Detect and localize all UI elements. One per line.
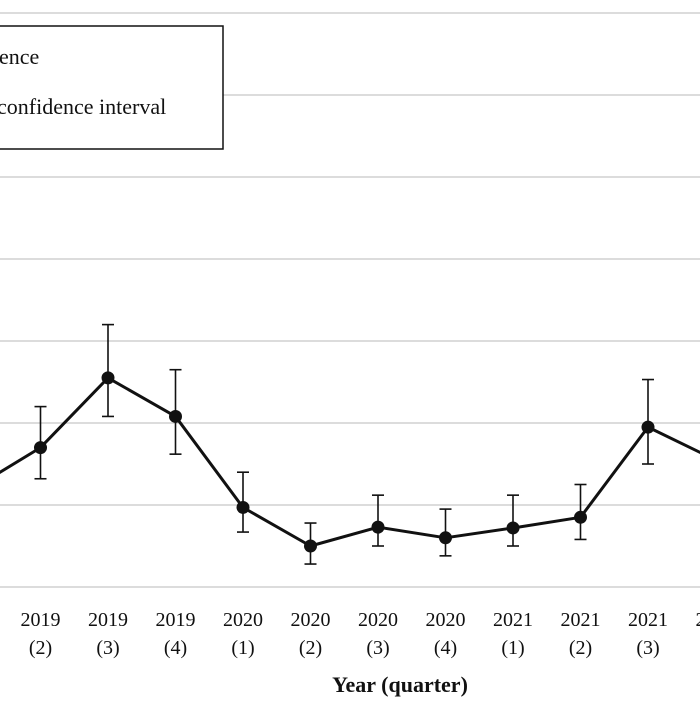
tick-label-year-10: 2021 (628, 609, 668, 631)
tick-label-quarter-8: (1) (501, 637, 524, 659)
data-point-7 (439, 531, 452, 544)
tick-label-quarter-3: (4) (164, 637, 187, 659)
legend: ence confidence interval (0, 26, 223, 149)
tick-label-quarter-4: (1) (231, 637, 254, 659)
tick-label-quarter-2: (3) (96, 637, 119, 659)
tick-label-quarter-7: (4) (434, 637, 457, 659)
tick-label-year-5: 2020 (291, 609, 331, 631)
legend-entry-1: confidence interval (0, 94, 166, 119)
tick-label-quarter-5: (2) (299, 637, 322, 659)
series (0, 325, 700, 564)
data-point-10 (642, 421, 655, 434)
tick-label-year-6: 2020 (358, 609, 398, 631)
tick-label-quarter-10: (3) (636, 637, 659, 659)
tick-label-quarter-1: (2) (29, 637, 52, 659)
data-point-1 (34, 441, 47, 454)
data-point-2 (102, 371, 115, 384)
data-point-8 (507, 521, 520, 534)
tick-label-year-1: 2019 (21, 609, 61, 631)
data-point-5 (304, 540, 317, 553)
data-point-6 (372, 521, 385, 534)
tick-label-year-3: 2019 (156, 609, 196, 631)
x-axis-title: Year (quarter) (332, 672, 468, 697)
legend-entry-0: ence (0, 44, 39, 69)
x-axis-ticks: 2019(1)2019(2)2019(3)2019(4)2020(1)2020(… (0, 609, 700, 659)
tick-label-quarter-6: (3) (366, 637, 389, 659)
tick-label-year-2: 2019 (88, 609, 128, 631)
tick-label-year-7: 2020 (426, 609, 466, 631)
tick-label-quarter-9: (2) (569, 637, 592, 659)
series-line (0, 378, 700, 546)
tick-label-year-4: 2020 (223, 609, 263, 631)
tick-label-year-11: 2021 (696, 609, 700, 631)
tick-label-year-9: 2021 (561, 609, 601, 631)
tick-label-year-8: 2021 (493, 609, 533, 631)
data-point-9 (574, 511, 587, 524)
data-point-4 (237, 501, 250, 514)
data-point-3 (169, 410, 182, 423)
